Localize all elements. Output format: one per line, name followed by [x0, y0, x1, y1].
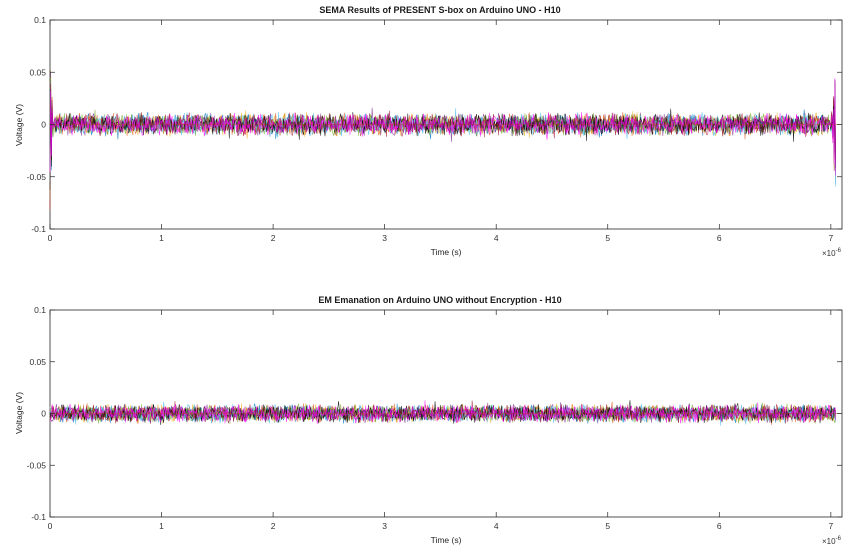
bottom-y-axis-label: Voltage (V): [14, 392, 24, 434]
bottom-y-tick-label: 0: [41, 409, 46, 419]
top-x-tick-label: 4: [494, 233, 499, 243]
bottom-x-tick-label: 6: [717, 521, 722, 531]
top-panel: SEMA Results of PRESENT S-box on Arduino…: [14, 5, 843, 258]
bottom-trace-9: [49, 400, 836, 424]
top-y-axis-label: Voltage (V): [14, 104, 24, 146]
bottom-x-exponent-base: ×10: [822, 537, 836, 546]
top-trace-9: [49, 78, 836, 176]
bottom-x-tick-label: 3: [382, 521, 387, 531]
top-traces: [49, 70, 842, 211]
bottom-x-tick-label: 4: [494, 521, 499, 531]
top-y-tick-label: -0.1: [31, 224, 46, 234]
top-x-tick-label: 2: [271, 233, 276, 243]
bottom-y-ticks: -0.1 -0.05 0 0.05 0.1: [27, 305, 842, 522]
top-x-exponent-base: ×10: [822, 249, 836, 258]
top-x-tick-label: 0: [48, 233, 53, 243]
top-y-tick-label: 0.1: [34, 15, 46, 25]
top-x-tick-label: 6: [717, 233, 722, 243]
top-x-ticks: 0 1 2 3 4 5 6 7: [48, 20, 833, 243]
bottom-x-ticks: 0 1 2 3 4 5 6 7: [48, 310, 833, 531]
top-x-tick-label: 3: [382, 233, 387, 243]
top-x-exponent-power: -6: [836, 248, 842, 254]
top-x-tick-label: 5: [605, 233, 610, 243]
bottom-chart-title: EM Emanation on Arduino UNO without Encr…: [318, 295, 561, 305]
top-x-tick-label: 1: [159, 233, 164, 243]
bottom-x-axis-label: Time (s): [431, 535, 462, 545]
bottom-y-tick-label: -0.05: [27, 460, 47, 470]
top-y-tick-label: 0.05: [29, 67, 46, 77]
top-y-tick-label: 0: [41, 120, 46, 130]
bottom-x-exponent-power: -6: [836, 536, 842, 542]
bottom-y-tick-label: 0.1: [34, 305, 46, 315]
bottom-x-tick-label: 5: [605, 521, 610, 531]
top-y-ticks: -0.1 -0.05 0 0.05 0.1: [27, 15, 842, 234]
bottom-x-tick-label: 2: [271, 521, 276, 531]
bottom-y-tick-label: 0.05: [29, 357, 46, 367]
bottom-traces: [49, 400, 842, 426]
top-y-tick-label: -0.05: [27, 172, 47, 182]
bottom-x-tick-label: 1: [159, 521, 164, 531]
top-x-exponent: ×10-6: [822, 248, 842, 258]
bottom-x-tick-label: 0: [48, 521, 53, 531]
bottom-panel: EM Emanation on Arduino UNO without Encr…: [14, 295, 843, 546]
top-chart-title: SEMA Results of PRESENT S-box on Arduino…: [319, 5, 560, 15]
top-x-tick-label: 7: [828, 233, 833, 243]
bottom-x-exponent: ×10-6: [822, 536, 842, 546]
bottom-y-tick-label: -0.1: [31, 512, 46, 522]
bottom-x-tick-label: 7: [828, 521, 833, 531]
top-trace-8: [49, 79, 836, 191]
top-x-axis-label: Time (s): [431, 247, 462, 257]
